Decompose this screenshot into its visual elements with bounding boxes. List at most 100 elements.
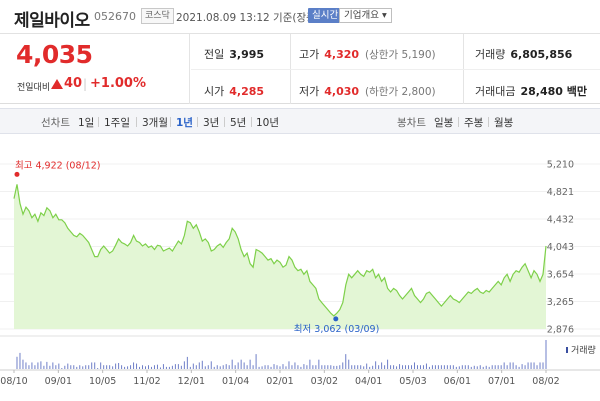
volume-bar — [255, 354, 257, 369]
period-5y[interactable]: 5년 — [230, 117, 247, 129]
volume-bar — [372, 365, 374, 369]
volume-bar — [399, 364, 401, 369]
volume-bar — [73, 365, 75, 369]
volume-bar — [49, 365, 51, 369]
volume-bar — [198, 362, 200, 369]
volume-cell: 거래량 6,805,856 — [475, 46, 572, 62]
volume-bar — [515, 365, 517, 369]
x-tick-label: 04/01 — [355, 376, 382, 387]
volume-bar — [446, 365, 448, 369]
volume-bar — [291, 365, 293, 369]
low-value: 4,030 — [324, 85, 360, 98]
chevron-down-icon: ▾ — [382, 10, 387, 21]
volume-bar — [342, 362, 344, 369]
volume-bar — [437, 365, 439, 369]
min-annotation: 최저 3,062 (03/09) — [294, 324, 380, 335]
realtime-button[interactable]: 실시간 — [308, 8, 343, 23]
stat-row-divider — [191, 69, 600, 70]
up-triangle-icon — [51, 79, 63, 89]
prev-close-label: 전일 — [204, 48, 225, 61]
volume-bar — [28, 365, 30, 369]
volume-bar — [279, 366, 281, 369]
volume-bar — [243, 362, 245, 369]
x-tick-label: 08/10 — [0, 376, 27, 387]
period-3y[interactable]: 3년 — [203, 117, 220, 129]
period-divider — [488, 117, 489, 127]
min-marker — [333, 316, 339, 322]
volume-bar — [422, 365, 424, 369]
period-divider — [136, 117, 137, 127]
volume-bar — [150, 366, 152, 369]
volume-bar — [219, 366, 221, 369]
volume-bar — [142, 365, 144, 369]
volume-label: 거래량 — [475, 48, 506, 61]
period-divider — [251, 117, 252, 127]
volume-bar — [40, 361, 42, 369]
candle-monthly[interactable]: 월봉 — [494, 117, 514, 129]
volume-bar — [285, 366, 287, 369]
volume-bar — [52, 362, 54, 369]
volume-bar — [180, 365, 182, 369]
volume-bar — [225, 364, 227, 369]
volume-bar — [64, 365, 66, 369]
volume-bar — [324, 365, 326, 369]
volume-bar — [156, 364, 158, 369]
volume-bar — [443, 365, 445, 369]
volume-bar — [533, 362, 535, 369]
volume-bar — [431, 365, 433, 369]
stock-name: 제일바이오 — [14, 11, 90, 31]
volume-bar — [351, 365, 353, 369]
y-tick-label: 2,876 — [547, 325, 574, 336]
volume-bar — [542, 362, 544, 369]
market-badge: 코스닥 — [141, 8, 174, 24]
volume-bar — [174, 364, 176, 369]
period-1w[interactable]: 1주일 — [104, 117, 131, 129]
period-1y[interactable]: 1년 — [176, 117, 193, 129]
volume-bar — [139, 366, 141, 369]
volume-bar — [360, 365, 362, 369]
volume-bar — [467, 365, 469, 369]
volume-bar — [381, 362, 383, 369]
volume-bar — [195, 365, 197, 369]
period-divider — [98, 117, 99, 127]
open-cell: 시가 4,285 — [204, 83, 264, 99]
volume-bar — [258, 366, 260, 369]
period-3m[interactable]: 3개월 — [142, 117, 169, 129]
volume-bar — [521, 364, 523, 369]
price-area — [14, 184, 546, 329]
volume-bar — [411, 365, 413, 369]
x-tick-label: 06/01 — [444, 376, 471, 387]
volume-bar — [470, 366, 472, 369]
y-tick-label: 4,432 — [547, 215, 574, 226]
volume-label: 거래량 — [571, 344, 596, 356]
trade-amount-label: 거래대금 — [475, 85, 516, 98]
price-chart[interactable]: 5,210 4,821 4,432 4,043 3,654 3,265 2,876 최고 4,… — [0, 134, 600, 401]
period-10y[interactable]: 10년 — [256, 117, 280, 129]
volume-bar — [201, 360, 203, 369]
volume-bar — [189, 366, 191, 369]
volume-bar — [527, 362, 529, 369]
volume-bar — [165, 366, 167, 369]
volume-bar — [413, 362, 415, 369]
low-cell: 저가 4,030 (하한가 2,800) — [299, 83, 436, 99]
y-tick-label: 5,210 — [547, 160, 574, 171]
period-1d[interactable]: 1일 — [78, 117, 95, 129]
volume-bar — [37, 362, 39, 369]
volume-bar — [306, 365, 308, 369]
stock-code: 052670 — [94, 10, 136, 23]
volume-bar — [76, 366, 78, 369]
volume-bar — [273, 364, 275, 369]
volume-bar — [216, 365, 218, 369]
as-of-datetime: 2021.08.09 13:12 기준(장중) — [176, 12, 320, 24]
volume-bar — [339, 365, 341, 369]
candle-weekly[interactable]: 주봉 — [464, 117, 484, 129]
volume-bar — [390, 365, 392, 369]
volume-bar — [357, 365, 359, 369]
volume-bar — [512, 362, 514, 369]
volume-bar — [378, 365, 380, 369]
max-annotation: 최고 4,922 (08/12) — [15, 160, 101, 171]
low-label: 저가 — [299, 85, 320, 98]
candle-daily[interactable]: 일봉 — [434, 117, 454, 129]
company-overview-button[interactable]: 기업개요 ▾ — [339, 8, 392, 23]
volume-bar — [276, 365, 278, 369]
